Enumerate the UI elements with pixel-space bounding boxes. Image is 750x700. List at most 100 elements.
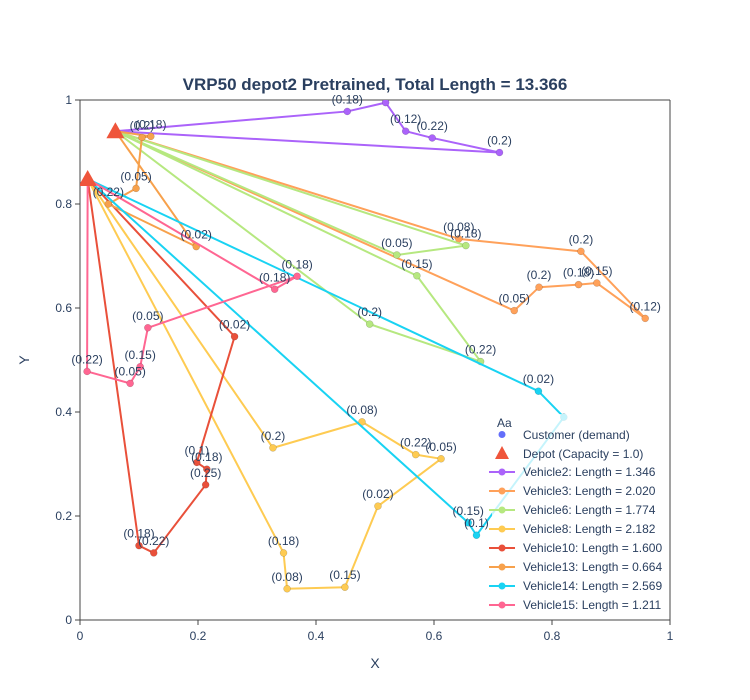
demand-label: (0.05)	[114, 364, 145, 378]
route-point	[428, 134, 436, 142]
chart-title: VRP50 depot2 Pretrained, Total Length = …	[183, 75, 568, 94]
legend-label: Vehicle15: Length = 1.211	[523, 598, 662, 612]
demand-label: (0.22)	[400, 436, 431, 450]
legend-label: Vehicle10: Length = 1.600	[523, 541, 662, 555]
x-tick-label: 0	[77, 629, 84, 643]
demand-label: (0.18)	[268, 534, 299, 548]
demand-label: (0.08)	[271, 570, 302, 584]
legend-marker	[498, 544, 506, 552]
route-point	[413, 272, 421, 280]
route-point	[83, 367, 91, 376]
route-point	[464, 519, 472, 527]
x-ticks: 0 0.2 0.4 0.6 0.8 1	[77, 620, 674, 643]
route-point	[641, 314, 649, 323]
demand-label: (0.15)	[401, 257, 432, 271]
demand-label: (0.22)	[71, 352, 102, 366]
demand-label: (0.18)	[259, 270, 290, 284]
demand-label: (0.18)	[281, 257, 312, 271]
depot-marker-0	[106, 122, 125, 139]
route-point	[283, 585, 291, 593]
route-point	[577, 247, 585, 256]
route-point	[193, 458, 201, 467]
route-point	[150, 549, 158, 557]
x-axis-title: X	[370, 655, 380, 671]
y-tick-label: 0.2	[55, 509, 72, 523]
legend: Aa Customer (demand) Depot (Capacity = 1…	[489, 414, 668, 616]
legend-customer-marker	[498, 431, 506, 438]
legend-series: Vehicle2: Length = 1.346 Vehicle3: Length…	[489, 465, 662, 612]
demand-label: (0.2)	[569, 232, 594, 246]
demand-label: (0.2)	[130, 118, 155, 132]
demand-label: (0.25)	[190, 466, 221, 480]
route-point	[393, 251, 401, 259]
y-ticks: 0 0.2 0.4 0.6 0.8 1	[55, 93, 80, 627]
route-point	[341, 583, 349, 591]
legend-marker	[498, 468, 506, 476]
legend-marker	[498, 525, 506, 533]
demand-label: (0.02)	[362, 487, 393, 501]
demand-label: (0.02)	[523, 372, 554, 386]
legend-background	[492, 414, 668, 616]
y-tick-label: 1	[65, 93, 72, 107]
route-point	[293, 272, 301, 281]
legend-marker	[498, 601, 506, 609]
demand-label: (0.22)	[417, 119, 448, 133]
legend-label: Vehicle2: Length = 1.346	[523, 465, 656, 479]
demand-label: (0.12)	[390, 112, 421, 126]
route-point	[411, 450, 420, 459]
x-tick-label: 0.8	[544, 629, 561, 643]
demand-label: (0.05)	[499, 292, 530, 306]
demand-label: (0.18)	[135, 117, 166, 131]
legend-label: Vehicle14: Length = 2.569	[523, 579, 662, 593]
legend-marker	[498, 506, 506, 514]
demand-label: (0.2)	[487, 134, 512, 148]
legend-label: Vehicle8: Length = 2.182	[523, 522, 656, 536]
demand-label: (0.08)	[443, 220, 474, 234]
demand-label: (0.22)	[138, 534, 169, 548]
route-point	[135, 541, 143, 550]
demand-label: (0.15)	[453, 504, 484, 518]
demand-label: (0.18)	[332, 92, 363, 106]
depot-marker-1	[80, 170, 97, 187]
route-line-vehicle-3	[86, 178, 443, 590]
demand-label: (0.1)	[184, 443, 209, 457]
y-tick-label: 0.4	[55, 405, 72, 419]
legend-marker	[498, 563, 506, 571]
route-point	[462, 241, 470, 250]
demand-label: (0.12)	[630, 299, 661, 313]
plot-area	[80, 100, 649, 593]
route-line-vehicle-7	[86, 178, 299, 385]
demand-label: (0.08)	[346, 403, 377, 417]
route-point	[437, 455, 445, 463]
demand-label: (0.15)	[329, 568, 360, 582]
demand-label: (0.18)	[563, 266, 594, 280]
x-tick-label: 0.2	[190, 629, 207, 643]
legend-title: Aa	[497, 416, 512, 430]
x-tick-label: 0.4	[308, 629, 325, 643]
demand-label: (0.2)	[357, 305, 382, 319]
route-point	[136, 363, 144, 371]
route-point	[381, 100, 390, 107]
route-line-vehicle-2	[114, 130, 482, 363]
route-point	[343, 107, 352, 116]
demand-label: (0.18)	[191, 450, 222, 464]
demand-label: (0.2)	[527, 268, 552, 282]
route-line-vehicle-1	[114, 130, 647, 320]
data-labels: (0.18)(0.12)(0.22)(0.2)(0.08)(0.2)(0.12)…	[71, 92, 660, 583]
legend-depot-marker	[495, 446, 509, 459]
route-point	[104, 200, 113, 208]
route-point	[279, 549, 288, 557]
legend-label: Vehicle3: Length = 2.020	[523, 484, 656, 498]
axes	[79, 99, 671, 621]
x-tick-label: 1	[667, 629, 674, 643]
route-point	[230, 332, 239, 341]
legend-depot-label: Depot (Capacity = 1.0)	[523, 447, 643, 461]
y-tick-label: 0	[65, 613, 72, 627]
demand-label: (0.1)	[464, 516, 489, 530]
route-point	[374, 502, 382, 510]
x-tick-label: 0.6	[426, 629, 443, 643]
route-point	[495, 148, 504, 157]
route-point	[574, 280, 583, 289]
